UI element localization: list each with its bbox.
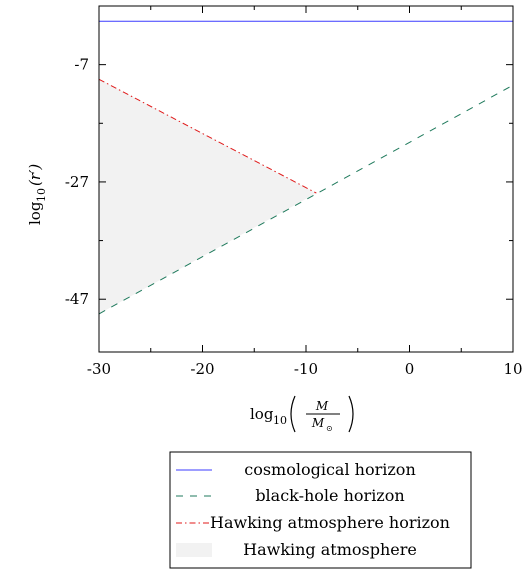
legend-label-hawking-atmosphere: Hawking atmosphere: [243, 540, 417, 559]
x-axis-label-denominator: M: [311, 416, 325, 430]
x-tick-label: -30: [87, 360, 111, 378]
legend-label-cosmological-horizon: cosmological horizon: [244, 460, 416, 479]
y-tick-label: -47: [65, 290, 89, 308]
x-axis-label-paren-right: [348, 395, 354, 433]
y-tick-label: -27: [65, 173, 89, 191]
legend-swatch-hawking-atmosphere: [176, 543, 212, 557]
y-tick-label: -7: [74, 56, 89, 74]
x-axis-label-denominator-sub: ⊙: [326, 424, 333, 433]
x-tick-label: 0: [405, 360, 415, 378]
legend-label-black-hole-horizon: black-hole horizon: [255, 486, 404, 505]
x-tick-label: -20: [190, 360, 214, 378]
plot-area: [98, 20, 514, 315]
x-axis-label-paren-left: [290, 395, 296, 433]
y-axis-label-sub: 10: [35, 188, 48, 202]
axes: [98, 5, 514, 353]
x-axis-label-log: log: [250, 405, 274, 423]
x-tick-label: -10: [294, 360, 318, 378]
legend-box: [169, 451, 472, 569]
legend: cosmological horizon black-hole horizon Ha…: [169, 451, 472, 569]
legend-label-hawking-atmosphere-horizon: Hawking atmosphere horizon: [210, 513, 450, 532]
y-axis-label-arg: (r′): [26, 164, 44, 186]
hawking-atmosphere-horizon-line: [98, 78, 317, 194]
y-axis-label-log: log: [26, 201, 44, 225]
black-hole-horizon-line: [98, 84, 514, 315]
hawking-atmosphere-area: [99, 79, 317, 314]
x-axis-label-numerator: M: [315, 399, 329, 413]
x-tick-label: 10: [503, 360, 522, 378]
x-axis-label-sub: 10: [273, 414, 287, 427]
